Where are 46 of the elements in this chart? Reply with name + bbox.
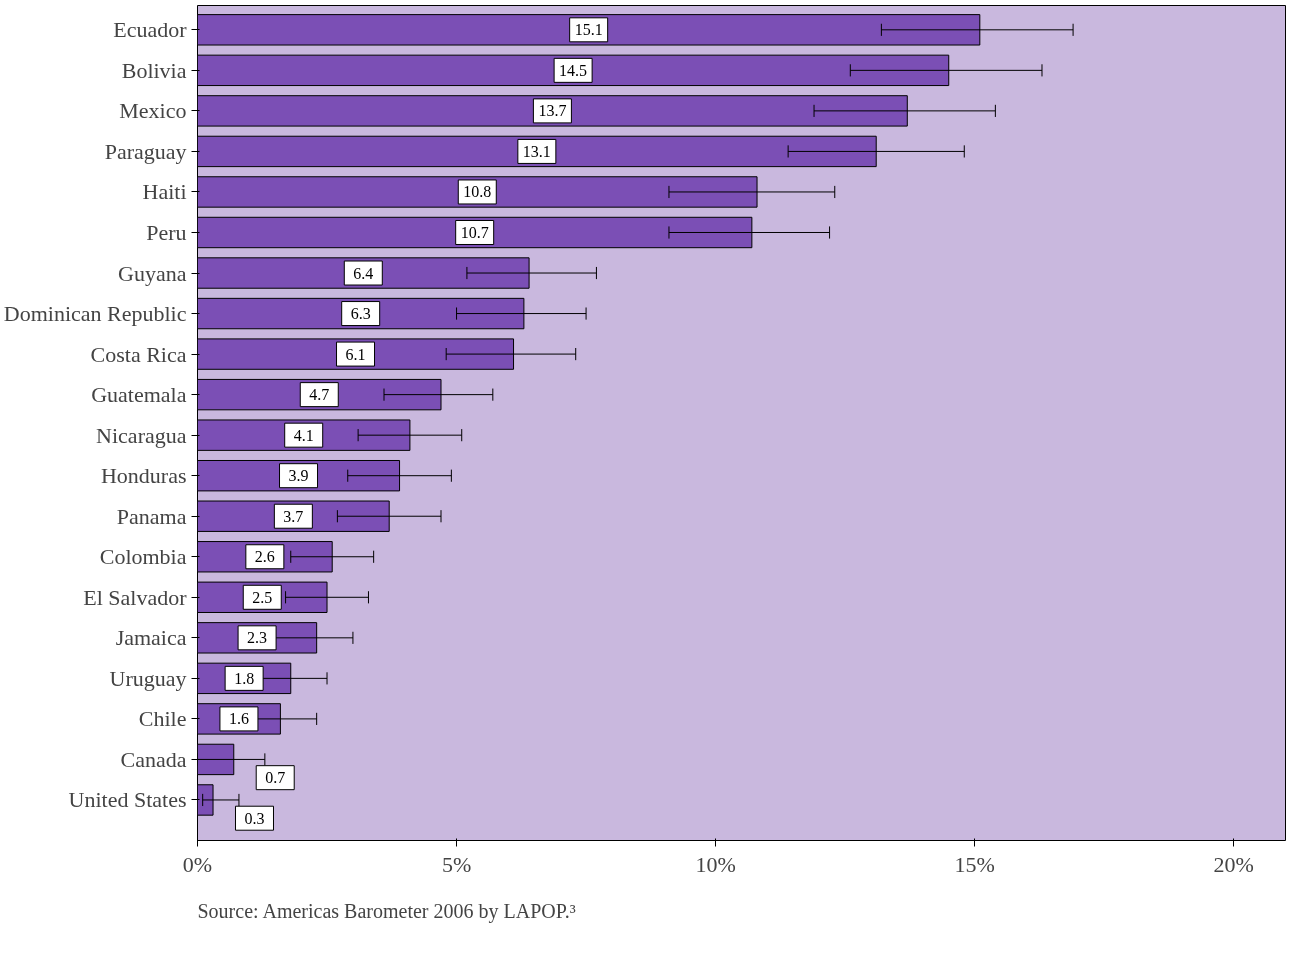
y-tick-label: Mexico	[119, 98, 187, 124]
data-label: 0.3	[244, 809, 265, 827]
data-label: 2.6	[254, 548, 275, 566]
data-label: 2.3	[247, 629, 268, 647]
y-tick-label: Paraguay	[104, 138, 187, 164]
data-label: 2.5	[252, 588, 273, 606]
y-tick-label: Ecuador	[113, 17, 188, 43]
data-label: 6.1	[345, 345, 366, 363]
data-label: 10.7	[460, 223, 489, 241]
x-tick-label: 10%	[695, 851, 736, 877]
y-tick-label: El Salvador	[83, 584, 188, 610]
data-label: 13.7	[538, 102, 567, 120]
y-tick-label: Panama	[116, 503, 187, 529]
y-tick-label: Jamaica	[115, 625, 187, 651]
data-label: 10.8	[463, 183, 492, 201]
y-tick-label: Canada	[120, 746, 187, 772]
data-label: 1.6	[228, 710, 249, 728]
data-label: 4.7	[309, 386, 330, 404]
y-tick-label: Dominican Republic	[3, 301, 187, 327]
source-note: Source: Americas Barometer 2006 by LAPOP.³	[197, 899, 576, 923]
data-label: 15.1	[574, 21, 603, 39]
data-label: 0.7	[265, 769, 286, 787]
y-tick-label: Haiti	[142, 179, 187, 205]
y-tick-label: United States	[68, 787, 187, 813]
x-tick-label: 20%	[1213, 851, 1254, 877]
x-tick-label: 15%	[954, 851, 995, 877]
data-label: 6.3	[350, 305, 371, 323]
y-tick-label: Colombia	[99, 544, 187, 570]
x-tick-label: 0%	[182, 851, 213, 877]
data-label: 3.7	[283, 507, 304, 525]
data-label: 4.1	[293, 426, 314, 444]
y-tick-label: Peru	[146, 219, 187, 245]
data-label: 14.5	[559, 61, 588, 79]
y-tick-label: Uruguay	[109, 665, 187, 691]
y-tick-label: Bolivia	[121, 57, 187, 83]
y-tick-label: Guyana	[118, 260, 187, 286]
y-tick-label: Honduras	[100, 463, 187, 489]
data-label: 3.9	[288, 467, 309, 485]
y-tick-label: Guatemala	[91, 382, 187, 408]
data-label: 13.1	[522, 142, 551, 160]
x-tick-label: 5%	[441, 851, 472, 877]
y-tick-label: Costa Rica	[90, 341, 187, 367]
y-tick-label: Chile	[138, 706, 187, 732]
y-tick-label: Nicaragua	[96, 422, 187, 448]
data-label: 1.8	[234, 669, 255, 687]
data-label: 6.4	[353, 264, 374, 282]
